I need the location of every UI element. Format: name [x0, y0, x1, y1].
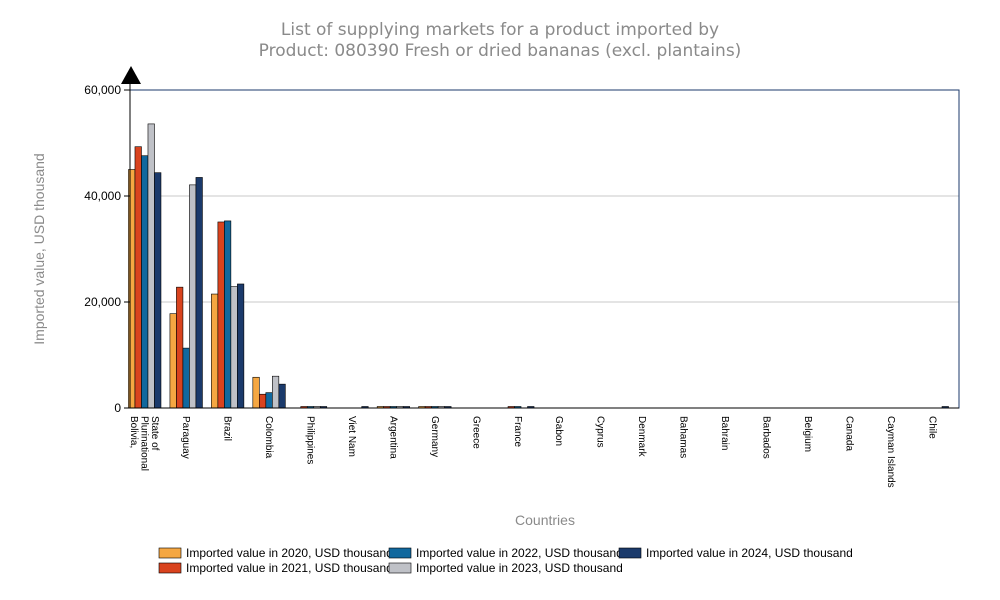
- chart-title-line-1: List of supplying markets for a product …: [281, 20, 719, 40]
- y-tick-label: 0: [114, 401, 121, 415]
- category-label: Viet Nam: [346, 416, 357, 457]
- bar: [147, 123, 155, 409]
- category-label: Plurinational: [139, 416, 150, 471]
- y-tick-label: 40,000: [84, 189, 121, 203]
- category-label: France: [512, 416, 523, 448]
- bar: [154, 172, 162, 409]
- legend-swatch: [388, 547, 412, 559]
- bar: [128, 169, 136, 409]
- category-label: Barbados: [760, 416, 771, 459]
- category-label: Cayman Islands: [885, 416, 896, 488]
- bar: [176, 286, 184, 409]
- y-axis-arrow-icon: [121, 66, 141, 84]
- bar: [237, 283, 245, 409]
- bar: [195, 177, 203, 409]
- category-label: Gabon: [553, 416, 564, 446]
- category-label: Philippines: [305, 416, 316, 464]
- bar: [182, 347, 190, 409]
- bar: [259, 393, 267, 409]
- legend-label: Imported value in 2023, USD thousand: [416, 561, 623, 575]
- bar: [141, 155, 149, 409]
- legend-swatch: [388, 562, 412, 574]
- y-axis-ticks: 0 20,000 40,000 60,000: [84, 83, 130, 415]
- bar: [265, 392, 273, 409]
- legend-label: Imported value in 2022, USD thousand: [416, 546, 623, 560]
- legend-swatch: [158, 562, 182, 574]
- legend-label: Imported value in 2021, USD thousand: [186, 561, 393, 575]
- bar: [134, 146, 142, 409]
- bar: [272, 375, 280, 409]
- bar: [189, 184, 197, 409]
- y-axis-title: Imported value, USD thousand: [31, 153, 47, 344]
- legend-swatch: [618, 547, 642, 559]
- legend-label: Imported value in 2024, USD thousand: [646, 546, 853, 560]
- legend-swatch: [158, 547, 182, 559]
- legend: Imported value in 2020, USD thousandImpo…: [158, 546, 853, 575]
- bar: [252, 376, 260, 409]
- category-label: State of: [149, 416, 160, 451]
- bar: [169, 313, 177, 409]
- category-label: Canada: [843, 416, 854, 451]
- plot-area-border: [129, 89, 960, 409]
- x-axis-title: Countries: [515, 512, 575, 528]
- category-label: Chile: [926, 416, 937, 439]
- y-tick-label: 60,000: [84, 83, 121, 97]
- category-label: Paraguay: [180, 416, 191, 459]
- category-label: Colombia: [263, 416, 274, 459]
- bar: [217, 221, 225, 409]
- chart-title-line-2: Product: 080390 Fresh or dried bananas (…: [259, 41, 742, 61]
- category-label: Argentina: [387, 416, 398, 459]
- category-label: Brazil: [222, 416, 233, 441]
- bar: [230, 286, 238, 409]
- category-label: Bolivia,: [128, 416, 139, 448]
- gridlines: [130, 195, 959, 303]
- y-tick-label: 20,000: [84, 295, 121, 309]
- bar: [224, 220, 232, 409]
- category-label: Denmark: [636, 416, 647, 458]
- x-axis-categories: Bolivia, Plurinational State of Paraguay Bra…: [128, 416, 937, 488]
- category-label: Belgium: [802, 416, 813, 452]
- legend-label: Imported value in 2020, USD thousand: [186, 546, 393, 560]
- bar: [278, 383, 286, 409]
- bar: [211, 293, 219, 409]
- category-label: Bahrain: [719, 416, 730, 450]
- category-label: Germany: [429, 416, 440, 457]
- category-label: Cyprus: [595, 416, 606, 448]
- category-label: Greece: [470, 416, 481, 449]
- category-label: Bahamas: [678, 416, 689, 458]
- bars: [128, 123, 949, 409]
